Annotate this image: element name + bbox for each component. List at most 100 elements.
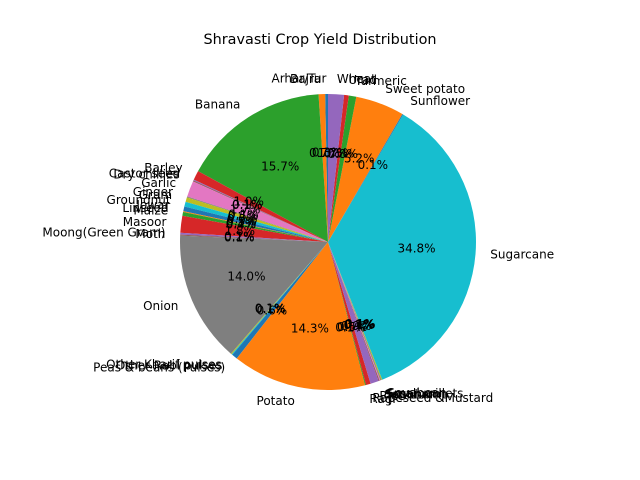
pie-slice-rice	[328, 242, 379, 384]
pie-slice-moth	[180, 234, 328, 242]
slice-label-barley: Barley	[144, 161, 182, 175]
slice-label-moong-green-gram: Moong(Green Gram)	[42, 225, 165, 239]
slice-label-potato: Potato	[257, 394, 295, 408]
pie-slice-wheat	[328, 94, 345, 242]
slice-label-dry-chillies: Dry chillies	[113, 167, 179, 181]
pie-slice-small-millets	[328, 242, 382, 381]
slice-percent-urad: 0.5%	[324, 146, 355, 160]
slice-percent-other-rabi-pulses: 0.1%	[255, 302, 286, 316]
slice-percent-groundnut: 0.5%	[227, 212, 258, 226]
slice-label-ginger: Ginger	[133, 185, 173, 199]
slice-label-sunflower: Sunflower	[410, 94, 470, 108]
slice-label-sannhamp: Sannhamp	[384, 387, 448, 401]
slice-percent-moth: 0.1%	[224, 230, 255, 244]
pie-slice-sugarcane	[328, 114, 477, 380]
slice-label-gram: Gram	[139, 188, 172, 202]
slice-percent-peas-beans-pulses: 0.6%	[257, 303, 288, 317]
pie-wedges	[180, 94, 477, 390]
slice-label-peas-beans-pulses: Peas & beans (Pulses)	[93, 361, 225, 375]
slice-label-other-kharif-pulses: Other Kharif pulses	[106, 358, 221, 372]
slice-percent-jowar: 0.5%	[226, 215, 257, 229]
slice-label-ragi: Ragi	[369, 392, 395, 406]
slice-percent-maize: 0.4%	[226, 218, 257, 232]
pie-slice-groundnut	[184, 201, 328, 242]
pie-slice-barley	[193, 171, 328, 242]
slice-label-rice: Rice	[379, 389, 405, 403]
pie-slice-dry-chillies	[192, 180, 328, 242]
pie-slice-moong-green-gram	[180, 232, 328, 242]
pie-slice-other-kharif-pulses	[230, 242, 328, 355]
slice-percent-potato: 14.3%	[291, 321, 329, 335]
slice-percent-dry-chillies: 0.1%	[232, 198, 263, 212]
slice-percent-barley: 1.0%	[233, 195, 264, 209]
slice-label-sugarcane: Sugarcane	[490, 247, 554, 261]
slice-percent-ginger: 0.1%	[228, 207, 259, 221]
slice-percent-sannhamp: 0.1%	[343, 318, 374, 332]
pie-slice-arhar-tur	[325, 94, 328, 242]
slice-label-castor-seed: Castor seed	[109, 166, 180, 180]
slice-label-linseed: Linseed	[122, 201, 168, 215]
pie-slice-jowar	[183, 206, 328, 242]
pie-slice-onion	[180, 235, 328, 354]
pie-slice-banana	[198, 94, 328, 242]
slice-label-masoor: Masoor	[123, 215, 167, 229]
slice-percent-gram: 0.5%	[228, 209, 259, 223]
slice-label-urad: Urad	[348, 73, 377, 87]
slice-percent-sugarcane: 34.8%	[397, 241, 435, 255]
slice-label-soyabean: Soyabean	[387, 386, 446, 400]
pie-slice-castor-seed	[193, 179, 328, 242]
slice-percent-wheat: 1.7%	[318, 146, 349, 160]
slice-label-onion: Onion	[143, 299, 178, 313]
pie-percent-labels: 0.3%0.7%15.7%1.0%0.1%0.1%1.7%0.1%0.5%0.5…	[224, 146, 436, 336]
slice-percent-banana: 15.7%	[261, 160, 299, 174]
slice-percent-sweet-potato: 5.2%	[344, 151, 375, 165]
slice-label-turmeric: Turmeric	[354, 74, 407, 88]
slice-label-wheat: Wheat	[337, 72, 376, 86]
slice-percent-turmeric: 0.8%	[327, 147, 358, 161]
slice-label-rapeseed-mustard: Rapeseed &Mustard	[372, 391, 493, 405]
pie-slice-ginger	[186, 196, 328, 242]
slice-percent-moong-green-gram: 0.2%	[224, 230, 255, 244]
pie-slice-ragi	[328, 242, 367, 386]
slice-label-groundnut: Groundnut	[107, 193, 171, 207]
pie-slice-rapeseed-mustard	[328, 242, 371, 386]
slice-label-other-rabi-pulses: Other Rabi pulses	[116, 358, 223, 372]
slice-label-sesamum: Sesamum	[385, 387, 445, 401]
pie-slice-linseed	[183, 211, 328, 242]
slice-label-sweet-potato: Sweet potato	[385, 82, 465, 96]
slice-percent-soyabean: 0.1%	[345, 317, 376, 331]
slice-label-bajra: Bajra	[290, 72, 321, 86]
slice-percent-rice: 0.9%	[341, 319, 372, 333]
slice-label-banana: Banana	[195, 97, 241, 111]
slice-percent-bajra: 0.7%	[309, 146, 340, 160]
pie-slice-urad	[328, 94, 349, 242]
slice-label-maize: Maize	[133, 204, 168, 218]
chart-title: Shravasti Crop Yield Distribution	[203, 32, 437, 48]
pie-slice-bajra	[318, 94, 328, 242]
pie-slice-sweet-potato	[328, 96, 403, 242]
pie-slice-maize	[182, 212, 328, 242]
slice-percent-other-kharif-pulses: 0.1%	[255, 302, 286, 316]
slice-percent-onion: 14.0%	[227, 270, 265, 284]
slice-label-jowar: Jowar	[135, 198, 169, 212]
pie-slice-potato	[236, 242, 366, 390]
slice-label-moth: Moth	[135, 227, 165, 241]
pie-slice-sesamum	[328, 242, 381, 381]
slice-percent-masoor: 1.8%	[225, 224, 256, 238]
pie-slice-masoor	[180, 215, 328, 242]
slice-percent-rapeseed-mustard: 0.5%	[337, 320, 368, 334]
pie-slice-garlic	[187, 181, 328, 242]
slice-percent-sesamum: 0.1%	[344, 318, 375, 332]
slice-percent-arhar-tur: 0.3%	[312, 146, 343, 160]
pie-slice-soyabean	[328, 242, 383, 381]
slice-percent-castor-seed: 0.1%	[232, 197, 263, 211]
slice-percent-small-millets: 0.1%	[345, 317, 376, 331]
pie-slice-sunflower	[328, 114, 404, 242]
pie-slice-sannhamp	[328, 242, 380, 382]
slice-label-small-millets: Small millets	[386, 387, 463, 401]
pie-slice-gram	[185, 197, 328, 242]
slice-percent-ragi: 0.1%	[335, 320, 366, 334]
slice-percent-sunflower: 0.1%	[358, 158, 389, 172]
